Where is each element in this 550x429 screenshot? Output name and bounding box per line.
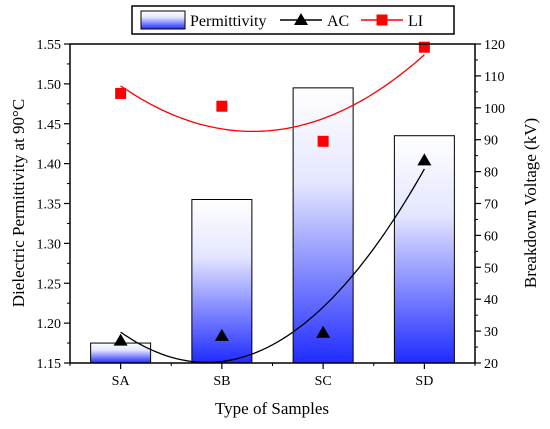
y2-axis-title: Breakdown Voltage (kV)	[521, 118, 540, 288]
right-tick-label: 50	[484, 261, 498, 276]
li-marker-sa	[115, 87, 127, 99]
left-tick-label: 1.30	[37, 237, 62, 252]
right-tick-label: 40	[484, 293, 498, 308]
bar-sc	[292, 87, 354, 364]
right-tick-label: 120	[484, 38, 505, 53]
legend-li-label: LI	[408, 13, 423, 30]
legend-ac-label: AC	[327, 13, 349, 30]
right-tick-label: 90	[484, 134, 498, 149]
right-axis: 20 30 40 50 60 70 80 90 100 110 120	[475, 38, 505, 372]
legend: Permittivity AC LI	[131, 5, 455, 35]
x-axis: SA SB SC SD	[69, 363, 476, 389]
right-tick-label: 80	[484, 166, 498, 181]
trendline-li	[120, 54, 425, 133]
marker-series	[113, 41, 432, 346]
ac-marker-sb	[214, 328, 229, 341]
legend-permittivity-swatch	[140, 10, 186, 30]
x-tick-label: SB	[213, 374, 230, 389]
bar-sd	[393, 135, 455, 364]
legend-li-marker	[376, 14, 388, 26]
trendlines	[120, 54, 425, 364]
ac-marker-sd	[417, 153, 432, 166]
bar-sa	[90, 342, 152, 364]
right-tick-label: 70	[484, 198, 498, 213]
x-tick-label: SA	[112, 374, 131, 389]
x-axis-title: Type of Samples	[215, 399, 329, 418]
left-tick-label: 1.25	[37, 277, 62, 292]
right-tick-label: 30	[484, 325, 498, 340]
bar-series	[90, 87, 455, 364]
li-marker-sb	[216, 100, 228, 112]
left-tick-label: 1.40	[37, 158, 62, 173]
left-axis: 1.15 1.20 1.25 1.30 1.35 1.40 1.45 1.50 1.55	[37, 38, 70, 372]
left-tick-label: 1.55	[37, 38, 62, 53]
ac-marker-sc	[316, 325, 331, 338]
right-tick-label: 100	[484, 102, 505, 117]
y-axis-title: Dielectric Permittivity at 90°C	[9, 99, 28, 307]
li-marker-sc	[317, 135, 329, 147]
li-marker-sd	[418, 41, 430, 53]
left-tick-label: 1.35	[37, 198, 62, 213]
legend-permittivity-label: Permittivity	[190, 13, 266, 30]
legend-ac-marker	[294, 13, 308, 25]
right-tick-label: 20	[484, 357, 498, 372]
right-tick-label: 110	[484, 70, 504, 85]
x-tick-label: SC	[315, 374, 332, 389]
trendline-ac	[120, 168, 425, 364]
ac-marker-sa	[113, 333, 128, 346]
left-tick-label: 1.50	[37, 78, 62, 93]
right-tick-label: 60	[484, 229, 498, 244]
x-tick-label: SD	[415, 374, 433, 389]
left-tick-label: 1.20	[37, 317, 62, 332]
left-tick-label: 1.15	[37, 357, 62, 372]
left-tick-label: 1.45	[37, 118, 62, 133]
